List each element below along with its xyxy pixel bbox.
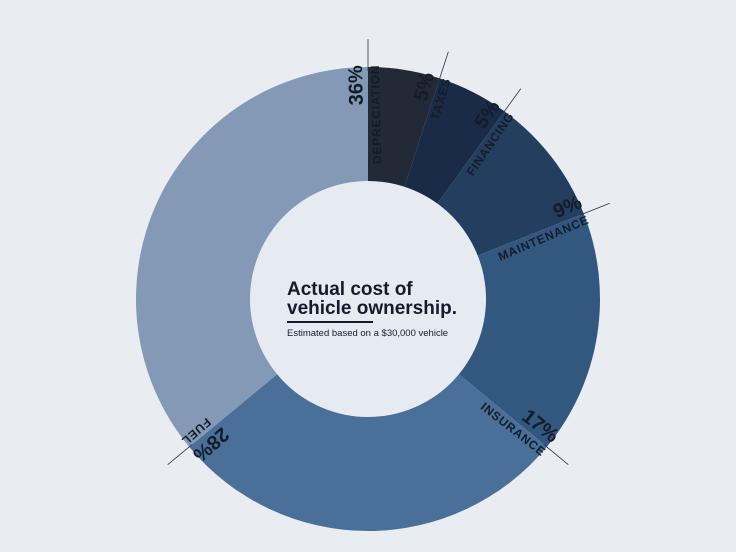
slice-insurance (368, 213, 600, 447)
slice-label-depreciation: 36% DEPRECIATION (345, 65, 385, 165)
leader-line-fuel (167, 444, 193, 466)
chart-title-line-2: vehicle ownership. (287, 298, 457, 319)
slice-name-depreciation: DEPRECIATION (368, 65, 385, 165)
slice-percent-depreciation: 36% (345, 65, 368, 106)
leader-line-insurance (543, 444, 569, 466)
slice-depreciation (136, 67, 368, 447)
chart-subtitle: Estimated based on a $30,000 vehicle (287, 328, 449, 339)
leader-line-maintenance (579, 202, 610, 216)
donut-hole (250, 181, 486, 417)
title-divider (287, 321, 373, 323)
leader-line-financing (501, 88, 522, 115)
leader-lines (167, 39, 610, 466)
chart-title: Actual cost of vehicle ownership. (287, 280, 487, 318)
chart-title-line-1: Actual cost of (287, 279, 413, 300)
leader-line-taxes (438, 51, 449, 83)
